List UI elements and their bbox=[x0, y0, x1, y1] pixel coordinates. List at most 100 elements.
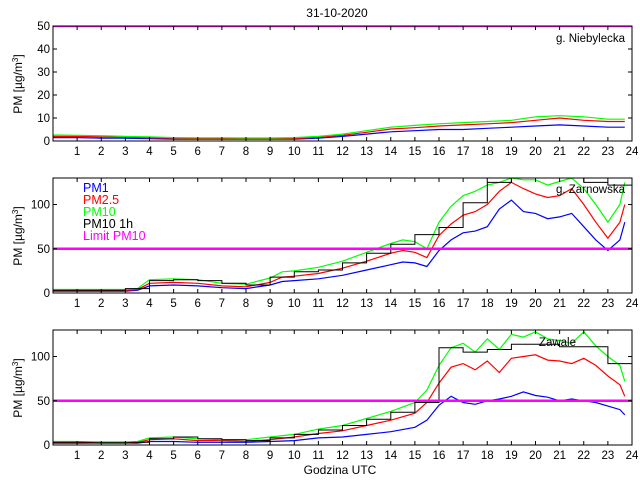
series-line-pm10 bbox=[53, 330, 626, 443]
figure-title: 31-10-2020 bbox=[306, 6, 368, 20]
y-axis-label-close: ] bbox=[11, 206, 25, 209]
y-tick-label: 0 bbox=[44, 136, 50, 148]
x-tick-label: 19 bbox=[505, 298, 518, 310]
axes-frame bbox=[52, 25, 633, 142]
x-tick-label: 3 bbox=[122, 298, 128, 310]
x-tick-label: 10 bbox=[288, 450, 301, 462]
x-axis-label: Godzina UTC bbox=[304, 463, 377, 477]
y-tick-label: 50 bbox=[37, 396, 50, 408]
x-tick-label: 8 bbox=[243, 146, 249, 158]
y-tick-label: 50 bbox=[37, 244, 50, 256]
x-tick-label: 12 bbox=[336, 450, 349, 462]
y-axis-label-close: ] bbox=[11, 54, 25, 57]
y-tick-label: 0 bbox=[44, 440, 50, 452]
y-tick-label: 0 bbox=[44, 288, 50, 300]
x-tick-label: 21 bbox=[553, 298, 566, 310]
x-tick-label: 20 bbox=[529, 298, 542, 310]
x-tick-label: 20 bbox=[529, 450, 542, 462]
x-tick-label: 4 bbox=[146, 450, 153, 462]
y-tick-label: 100 bbox=[31, 352, 50, 364]
y-tick-label: 40 bbox=[37, 44, 50, 56]
x-tick-label: 5 bbox=[170, 146, 176, 158]
x-tick-label: 6 bbox=[195, 298, 201, 310]
x-tick-label: 14 bbox=[384, 450, 397, 462]
y-tick-label: 100 bbox=[31, 200, 50, 212]
x-tick-label: 21 bbox=[553, 146, 566, 158]
x-tick-label: 14 bbox=[384, 298, 397, 310]
x-tick-label: 4 bbox=[146, 298, 153, 310]
x-tick-label: 22 bbox=[577, 146, 590, 158]
x-tick-label: 4 bbox=[146, 146, 153, 158]
x-tick-label: 18 bbox=[481, 146, 494, 158]
x-tick-label: 14 bbox=[384, 146, 397, 158]
x-tick-label: 19 bbox=[505, 146, 518, 158]
x-tick-label: 2 bbox=[98, 146, 104, 158]
y-axis-label: PM [µg/m3] bbox=[11, 206, 25, 265]
x-tick-label: 6 bbox=[195, 146, 201, 158]
x-tick-label: 19 bbox=[505, 450, 518, 462]
x-tick-label: 13 bbox=[360, 146, 373, 158]
x-tick-label: 5 bbox=[170, 450, 176, 462]
x-tick-label: 7 bbox=[219, 146, 225, 158]
y-axis-label-unit: µg/m bbox=[11, 214, 25, 241]
station-label: g. Niebylecka bbox=[556, 33, 626, 45]
y-axis-label-unit: µg/m bbox=[11, 62, 25, 89]
x-tick-label: 23 bbox=[601, 298, 614, 310]
panel-zawale: 1 2 3 4 5 6 7 8 9 10 11 12 13 14 15 16 17 18 19 20 21 22 23 240… bbox=[11, 329, 639, 462]
y-axis-label-sup: 3 bbox=[11, 209, 20, 214]
y-axis-label-sup: 3 bbox=[11, 57, 20, 62]
x-tick-label: 20 bbox=[529, 146, 542, 158]
x-tick-label: 5 bbox=[170, 298, 176, 310]
x-tick-label: 1 bbox=[74, 450, 80, 462]
x-tick-label: 18 bbox=[481, 298, 494, 310]
x-tick-label: 1 bbox=[74, 146, 80, 158]
y-axis-label-main: PM [ bbox=[11, 392, 25, 417]
x-tick-label: 12 bbox=[336, 146, 349, 158]
x-tick-label: 18 bbox=[481, 450, 494, 462]
x-tick-label: 11 bbox=[312, 450, 324, 462]
y-tick-label: 50 bbox=[37, 21, 50, 33]
x-tick-label: 17 bbox=[457, 146, 470, 158]
station-label: g. Zarnowska bbox=[556, 184, 626, 196]
x-tick-label: 11 bbox=[312, 298, 324, 310]
x-tick-label: 2 bbox=[98, 450, 104, 462]
series-line-pm10-1h bbox=[53, 178, 632, 291]
series-line-pm1 bbox=[53, 199, 626, 292]
x-tick-label: 13 bbox=[360, 450, 373, 462]
x-tick-label: 16 bbox=[433, 146, 446, 158]
y-tick-label: 10 bbox=[37, 113, 50, 125]
x-tick-label: 10 bbox=[288, 298, 301, 310]
x-tick-label: 13 bbox=[360, 298, 373, 310]
x-tick-label: 24 bbox=[626, 146, 639, 158]
station-label: Zawale bbox=[539, 337, 576, 349]
x-tick-label: 8 bbox=[243, 298, 249, 310]
x-tick-label: 3 bbox=[122, 146, 128, 158]
x-tick-label: 9 bbox=[267, 450, 273, 462]
x-tick-label: 21 bbox=[553, 450, 566, 462]
x-tick-label: 7 bbox=[219, 450, 225, 462]
y-axis-label: PM [µg/m3] bbox=[11, 358, 25, 417]
y-axis-label-main: PM [ bbox=[11, 88, 25, 113]
panel-niebylecka: 1 2 3 4 5 6 7 8 9 10 11 12 13 14 15 16 17 18 19 20 21 22 23 240… bbox=[11, 21, 639, 158]
legend-limit-pm10: Limit PM10 bbox=[83, 229, 146, 243]
series-line-pm25 bbox=[53, 117, 625, 140]
y-axis-label-sup: 3 bbox=[11, 361, 20, 366]
y-axis-label: PM [µg/m3] bbox=[11, 54, 25, 113]
x-tick-label: 9 bbox=[267, 146, 273, 158]
x-tick-label: 24 bbox=[626, 298, 639, 310]
x-tick-label: 12 bbox=[336, 298, 349, 310]
y-tick-label: 30 bbox=[37, 67, 50, 79]
legend-pm10-1h: PM10 1h bbox=[83, 217, 133, 231]
panel-zarnowska: 1 2 3 4 5 6 7 8 9 10 11 12 13 14 15 16 17 18 19 20 21 22 23 240… bbox=[11, 177, 639, 310]
x-tick-label: 2 bbox=[98, 298, 104, 310]
x-tick-label: 17 bbox=[457, 298, 470, 310]
y-axis-label-unit: µg/m bbox=[11, 366, 25, 393]
x-tick-label: 15 bbox=[408, 146, 421, 158]
series-line-pm10 bbox=[53, 115, 625, 139]
x-tick-label: 17 bbox=[457, 450, 470, 462]
x-tick-label: 22 bbox=[577, 450, 590, 462]
x-tick-label: 7 bbox=[219, 298, 225, 310]
y-axis-label-main: PM [ bbox=[11, 240, 25, 265]
y-tick-label: 20 bbox=[37, 90, 50, 102]
